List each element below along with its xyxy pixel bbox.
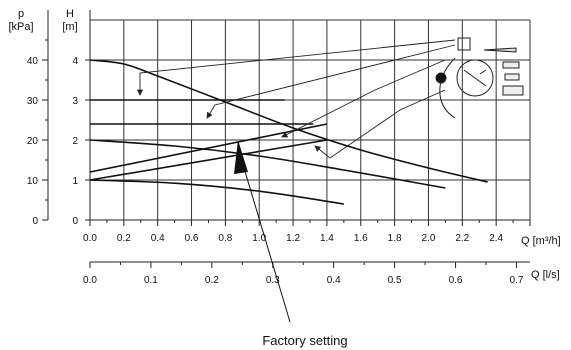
factory-setting-arrowhead [234, 140, 248, 174]
q-m3h-tick-label: 1.8 [388, 233, 402, 244]
q-ls-tick-label: 0.0 [83, 275, 97, 286]
factory-setting-pointer-line [243, 167, 291, 323]
q-ls-tick-label: 0.7 [510, 275, 524, 286]
q-m3h-tick-label: 2.4 [489, 233, 503, 244]
pump-curve-constant-curve [89, 59, 488, 183]
q-ls-tick-label: 0.3 [266, 275, 280, 286]
q-ls-tick-label: 0.4 [327, 275, 341, 286]
leader-line [314, 89, 446, 159]
q-ls-tick-label: 0.1 [144, 275, 158, 286]
leader-line [206, 44, 456, 119]
q-m3h-tick-label: 1.2 [286, 233, 300, 244]
q-m3h-tick-label: 1.6 [354, 233, 368, 244]
q-m3h-tick-label: 1.4 [320, 233, 334, 244]
q-m3h-tick-label: 0.0 [83, 233, 97, 244]
leader-line [281, 59, 446, 138]
leader-line [136, 39, 456, 96]
q-m3h-tick-label: 2.2 [455, 233, 469, 244]
p-axis-tick-label: 0 [32, 216, 38, 227]
pump-curve-constant-curve [89, 179, 344, 205]
q-m3h-tick-label: 0.4 [151, 233, 165, 244]
q-m3h-tick-label: 2.0 [422, 233, 436, 244]
q-ls-tick-label: 0.5 [388, 275, 402, 286]
factory-setting-label: Factory setting [262, 333, 347, 348]
h-axis-tick-label: 3 [72, 96, 78, 107]
h-axis-tick-label: 1 [72, 176, 78, 187]
h-axis-tick-label: 4 [72, 56, 78, 67]
setting-indicator-dot [435, 72, 447, 84]
p-axis-tick-label: 40 [27, 56, 39, 67]
h-axis-tick-label: 0 [72, 216, 78, 227]
h-axis-title-unit: [m] [62, 21, 77, 33]
h-axis-title-symbol: H [66, 8, 74, 20]
p-axis-title-unit: [kPa] [8, 21, 33, 33]
p-axis-tick-label: 10 [27, 176, 39, 187]
p-axis-title-symbol: p [18, 8, 24, 20]
q-ls-tick-label: 0.6 [449, 275, 463, 286]
q-m3h-axis-title: Q [m³/h] [521, 235, 561, 247]
pump-curve-proportional-pressure [89, 123, 328, 173]
q-ls-axis-title: Q [l/s] [531, 269, 560, 281]
control-panel-icon [435, 37, 524, 119]
p-axis-tick-label: 20 [27, 136, 39, 147]
q-m3h-tick-label: 0.2 [117, 233, 131, 244]
pump-curve-constant-curve [89, 139, 446, 189]
q-ls-tick-label: 0.2 [205, 275, 219, 286]
pump-curve-proportional-pressure [89, 139, 328, 181]
mode-box-icon [457, 37, 471, 51]
q-m3h-tick-label: 1.0 [252, 233, 266, 244]
h-axis-tick-label: 2 [72, 136, 78, 147]
p-axis-tick-label: 30 [27, 96, 39, 107]
q-m3h-tick-label: 0.8 [218, 233, 232, 244]
q-m3h-tick-label: 0.6 [185, 233, 199, 244]
